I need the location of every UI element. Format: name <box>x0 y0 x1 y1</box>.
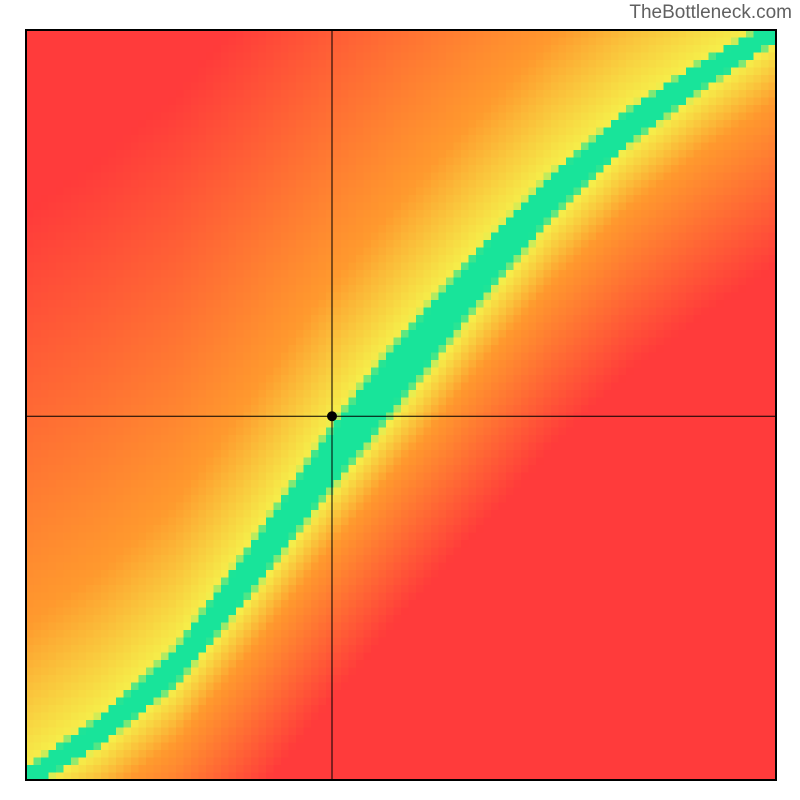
chart-container: TheBottleneck.com <box>0 0 800 800</box>
bottleneck-heatmap <box>26 30 776 780</box>
watermark-text: TheBottleneck.com <box>629 2 792 24</box>
